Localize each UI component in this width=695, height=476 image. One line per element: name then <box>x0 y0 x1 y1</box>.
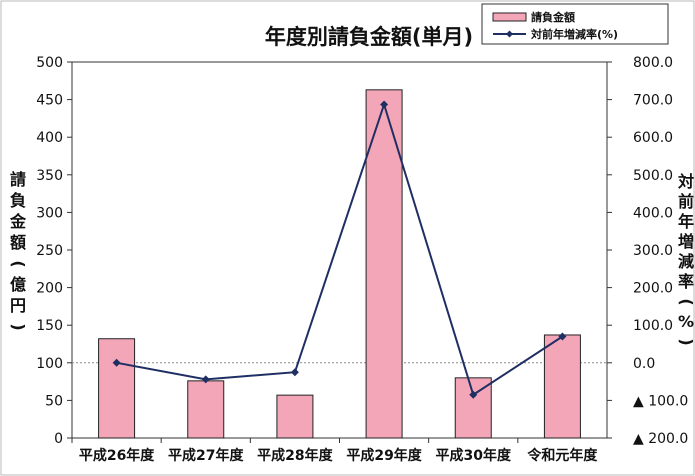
x-tick-label: 令和元年度 <box>526 447 598 464</box>
bar-series <box>98 89 581 439</box>
bar <box>187 380 225 439</box>
y-axis-label: 請負金額 ( 億円) <box>9 170 28 331</box>
line-point <box>290 368 299 377</box>
line-point <box>558 332 567 341</box>
y-tick-label: 350 <box>36 168 63 184</box>
axis-label-char: 負 <box>10 191 26 210</box>
y2-axis-label: 対前年増減率 (%) <box>677 172 695 346</box>
y2-tick-label: 700.0 <box>633 93 673 109</box>
y-tick-label: 150 <box>36 318 63 334</box>
y2-tick-label: 600.0 <box>633 130 673 146</box>
y-tick-label: 400 <box>36 130 63 146</box>
y2-tick-label: 500.0 <box>633 168 673 184</box>
y-tick-label: 250 <box>36 243 63 259</box>
x-tick-label: 平成27年度 <box>168 447 244 464</box>
line-series <box>112 100 567 399</box>
y-tick-label: 500 <box>36 55 63 71</box>
axis-label-char: 増 <box>678 232 694 251</box>
y-tick-label: 450 <box>36 93 63 109</box>
axis-label-char: 率 <box>678 272 694 291</box>
legend-bar-swatch <box>492 12 527 22</box>
y-tick-label: 50 <box>45 393 63 409</box>
y2-tick-label: ▲ 200.0 <box>633 431 688 447</box>
legend-box <box>481 3 669 45</box>
bar <box>98 338 136 439</box>
axes: 0 50 100 150 200 250 300 350 400 450 500 ▲ 200.0 ▲ 1… <box>36 55 688 464</box>
y-tick-label: 100 <box>36 356 63 372</box>
axis-label-char: 円 <box>10 296 26 315</box>
series-line <box>116 101 563 397</box>
line-point <box>469 390 478 399</box>
axis-label-char: ) <box>677 338 695 345</box>
axis-label-char: 対 <box>677 172 694 191</box>
line-point <box>201 375 210 384</box>
bar <box>543 334 581 439</box>
axis-label-char: ) <box>9 323 28 330</box>
y2-tick-label: 400.0 <box>633 205 673 221</box>
y-tick-label: 300 <box>36 205 63 221</box>
x-tick-label: 平成29年度 <box>346 447 422 464</box>
legend: 請負金額 対前年増減率(%) <box>481 3 669 45</box>
axis-label-char: 減 <box>678 252 694 271</box>
y2-tick-label: 200.0 <box>633 281 673 297</box>
y2-tick-label: 100.0 <box>633 318 673 334</box>
axis-label-char: ( <box>9 260 28 267</box>
axis-label-char: 前 <box>678 192 694 211</box>
axis-label-char: 年 <box>678 212 694 231</box>
x-tick-label: 平成30年度 <box>436 447 512 464</box>
bar <box>276 394 314 439</box>
line-point <box>112 358 121 367</box>
plot-area <box>71 61 608 439</box>
axis-label-char: ( <box>677 298 695 305</box>
bar <box>365 89 403 439</box>
legend-line-label: 対前年増減率(%) <box>530 27 618 41</box>
y-tick-label: 0 <box>54 431 63 447</box>
axis-label-char: 額 <box>9 233 26 252</box>
y2-tick-label: 300.0 <box>633 243 673 259</box>
line-point <box>380 100 389 109</box>
y-tick-label: 200 <box>36 281 63 297</box>
y2-tick-label: ▲ 100.0 <box>633 393 688 409</box>
x-tick-label: 平成26年度 <box>79 447 155 464</box>
x-tick-label: 平成28年度 <box>257 447 333 464</box>
y2-tick-label: 800.0 <box>633 55 673 71</box>
y2-tick-label: 0.0 <box>633 356 655 372</box>
legend-line-marker <box>506 30 513 38</box>
chart-title: 年度別請負金額(単月) <box>265 25 473 49</box>
axis-label-char: 金 <box>9 212 27 231</box>
axis-label-char: 請 <box>10 170 26 189</box>
axis-label-char: % <box>678 312 694 331</box>
axis-label-char: 億 <box>10 275 26 294</box>
legend-bar-label: 請負金額 <box>531 10 575 24</box>
